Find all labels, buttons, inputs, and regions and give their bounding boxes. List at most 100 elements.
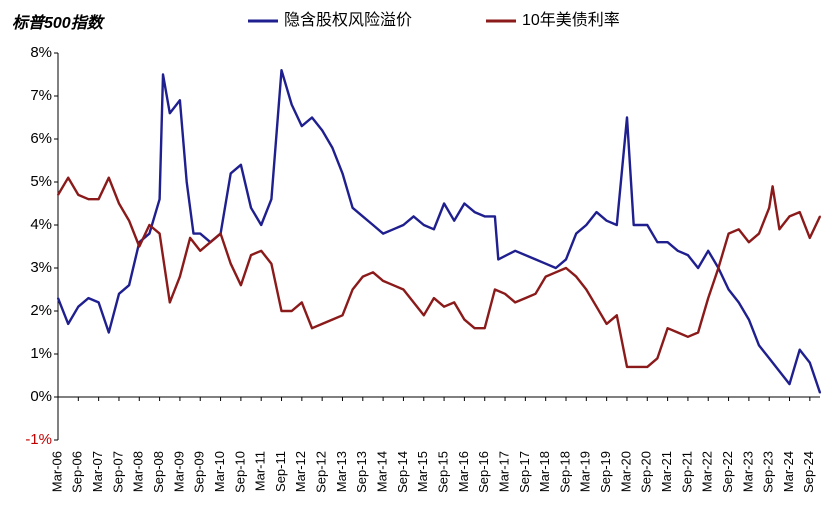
- data-point: [179, 99, 181, 102]
- x-tick-label: Mar-22: [700, 451, 715, 492]
- data-point: [87, 297, 90, 299]
- data-point: [87, 198, 90, 201]
- data-point: [392, 284, 395, 287]
- data-point: [575, 275, 578, 278]
- data-point: [632, 224, 635, 226]
- series-layer: [56, 69, 822, 394]
- x-tick-label: Mar-15: [415, 451, 430, 492]
- data-point: [605, 219, 608, 222]
- data-point: [717, 267, 720, 269]
- data-point: [534, 292, 537, 295]
- x-tick-label: Sep-19: [598, 451, 613, 493]
- x-tick-label: Sep-06: [70, 451, 85, 493]
- data-point: [168, 112, 171, 115]
- data-point: [260, 224, 263, 226]
- data-point: [575, 232, 578, 235]
- data-point: [626, 366, 628, 368]
- data-point: [107, 176, 110, 179]
- data-point: [473, 327, 476, 330]
- y-tick-label: 0%: [30, 388, 52, 405]
- data-point: [514, 249, 517, 252]
- data-point: [185, 181, 188, 183]
- x-tick-label: Sep-09: [192, 451, 207, 493]
- data-point: [192, 232, 195, 235]
- x-tick-label: Sep-11: [273, 451, 288, 492]
- data-point: [300, 301, 303, 304]
- data-point: [626, 116, 628, 119]
- data-point: [382, 232, 384, 235]
- data-point: [737, 301, 740, 304]
- y-tick-label: 8%: [30, 44, 52, 61]
- x-tick-label: Mar-11: [253, 451, 268, 491]
- data-point: [768, 206, 771, 209]
- x-tick-label: Mar-13: [334, 451, 349, 492]
- x-tick-label: Mar-12: [293, 451, 308, 492]
- legend: 隐含股权风险溢价 10年美债利率: [248, 11, 620, 29]
- data-point: [748, 318, 750, 321]
- x-tick-label: Sep-23: [761, 451, 776, 493]
- x-tick-label: Mar-23: [740, 451, 755, 492]
- x-axis-ticks: Mar-06 Sep-06 Mar-07 Sep-07 Mar-08 Sep-08 Mar-…: [49, 397, 816, 493]
- data-point: [646, 366, 649, 368]
- data-point: [148, 232, 151, 235]
- data-point: [412, 215, 415, 218]
- data-point: [229, 172, 232, 175]
- data-point: [504, 292, 506, 295]
- data-point: [615, 224, 618, 226]
- x-tick-label: Sep-21: [679, 451, 694, 493]
- data-point: [514, 301, 517, 304]
- data-point: [687, 254, 689, 256]
- data-point: [402, 288, 405, 291]
- data-point: [158, 232, 161, 235]
- data-point: [422, 224, 425, 226]
- data-point: [494, 215, 496, 218]
- data-point: [443, 305, 445, 308]
- data-point: [758, 232, 760, 235]
- x-tick-label: Mar-24: [781, 451, 796, 492]
- data-point: [646, 224, 649, 226]
- y-tick-label: 3%: [30, 259, 52, 276]
- x-tick-label: Sep-15: [436, 451, 451, 493]
- data-point: [453, 301, 456, 304]
- data-point: [463, 202, 466, 205]
- data-point: [219, 232, 222, 235]
- data-point: [524, 297, 527, 299]
- data-point: [727, 232, 730, 235]
- data-point: [351, 288, 354, 291]
- data-point: [412, 301, 415, 304]
- data-point: [168, 301, 171, 304]
- x-tick-label: Mar-09: [171, 451, 186, 492]
- data-point: [697, 331, 699, 334]
- data-point: [311, 327, 313, 330]
- x-tick-label: Mar-10: [212, 451, 227, 492]
- data-point: [392, 228, 395, 231]
- data-point: [788, 383, 791, 385]
- data-point: [808, 237, 811, 239]
- data-point: [179, 275, 181, 278]
- data-point: [707, 297, 710, 299]
- x-tick-label: Sep-14: [395, 451, 410, 493]
- data-point: [229, 262, 232, 265]
- x-tick-label: Sep-16: [476, 451, 491, 493]
- chart-title: 标普500指数: [12, 14, 106, 32]
- x-tick-label: Mar-17: [496, 451, 511, 492]
- data-point: [798, 211, 801, 214]
- data-point: [585, 288, 588, 291]
- data-point: [565, 258, 567, 261]
- data-point: [554, 267, 557, 269]
- data-point: [497, 258, 500, 261]
- data-point: [138, 245, 141, 248]
- data-point: [595, 211, 598, 214]
- data-point: [280, 69, 283, 72]
- x-tick-label: Mar-08: [131, 451, 146, 492]
- data-point: [148, 224, 151, 226]
- data-point: [687, 335, 689, 338]
- x-tick-label: Sep-20: [639, 451, 654, 493]
- data-point: [351, 206, 354, 209]
- data-point: [483, 215, 486, 218]
- data-point: [107, 331, 110, 334]
- data-point: [433, 297, 435, 299]
- legend-label-treasury-yield: 10年美债利率: [522, 11, 620, 29]
- data-point: [250, 254, 252, 256]
